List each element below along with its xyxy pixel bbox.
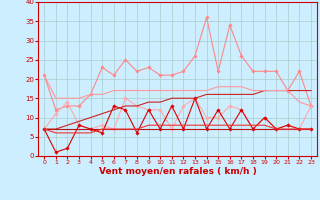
X-axis label: Vent moyen/en rafales ( km/h ): Vent moyen/en rafales ( km/h ) — [99, 167, 256, 176]
